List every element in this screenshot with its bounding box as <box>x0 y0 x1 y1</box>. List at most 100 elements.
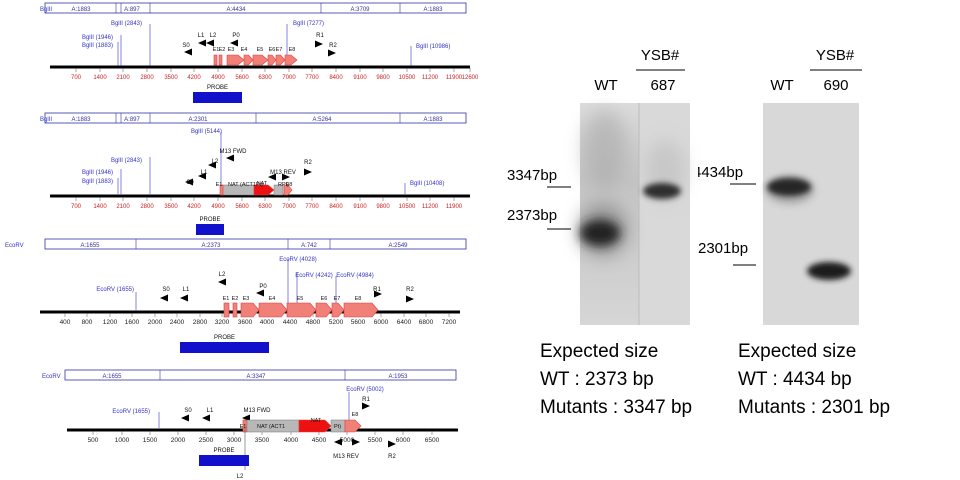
exon-4 <box>258 302 288 318</box>
axis-tick-label: 7700 <box>305 204 319 210</box>
primer-label: L2 <box>210 33 217 39</box>
axis-tick-label: 5600 <box>235 204 249 210</box>
primer-label: L2 <box>212 159 219 165</box>
axis-tick-label: 3600 <box>238 319 253 326</box>
expected-size-2: Expected size WT : 4434 bp Mutants : 230… <box>738 338 890 422</box>
p-r1-primer-arrow <box>315 40 323 48</box>
restriction-site-label: BglII (1883) <box>82 43 113 49</box>
fragment-label: A:1883 <box>71 7 91 13</box>
restriction-site-label: EcoRV (4984) <box>336 273 374 279</box>
fragment-label: A:1953 <box>388 374 408 380</box>
exon-label: E1 <box>216 182 223 188</box>
exon-8 <box>283 184 293 196</box>
expected-2-mutants: Mutants : 2301 bp <box>738 397 891 418</box>
axis-tick-label: 7200 <box>442 319 457 326</box>
blot2-band-690 <box>807 262 851 280</box>
exon-label: E1 <box>213 47 220 53</box>
axis-tick-label: 3500 <box>164 204 178 210</box>
expected-1-mutants: Mutants : 3347 bp <box>540 397 693 418</box>
exon-label: E1 <box>240 424 247 430</box>
axis-tick-label: 7700 <box>305 75 319 81</box>
axis-tick-label: 6300 <box>258 204 272 210</box>
exon-label: E6 <box>321 296 328 302</box>
p-s0-primer-arrow <box>185 178 193 186</box>
primer-label: P0 <box>259 284 267 290</box>
axis-tick-label: 1500 <box>143 437 158 444</box>
expected-2-title: Expected size <box>738 341 857 362</box>
restriction-site-label: EcoRV (5002) <box>346 387 384 393</box>
primer-label: P0 <box>232 33 240 39</box>
nat-label: NAT (ACT1Pt) <box>228 182 263 188</box>
fragment-label: A:2373 <box>201 243 221 249</box>
exon-label: E7 <box>276 47 283 53</box>
fragment-label: A:2301 <box>188 117 208 123</box>
axis-tick-label: 3000 <box>227 437 242 444</box>
exon-6 <box>315 302 333 318</box>
exon-label: E2 <box>232 296 239 302</box>
fragment-bar <box>44 2 467 14</box>
exon-label: E1 <box>223 296 230 302</box>
exon-7 <box>331 302 345 318</box>
blot1-group-label: YSB# <box>641 47 680 64</box>
axis-tick-label: 9800 <box>376 75 390 81</box>
restriction-site-label: BglII (1946) <box>82 170 113 176</box>
probe-label: PROBE <box>214 335 235 341</box>
exon-8 <box>343 302 379 318</box>
blot2-group-label: YSB# <box>816 47 855 64</box>
primer-label: R1 <box>373 287 381 293</box>
probe-bar <box>199 455 249 466</box>
axis-tick-label: 3200 <box>215 319 230 326</box>
restriction-site-label: BglII (10408) <box>410 181 444 187</box>
primer-label: L1 <box>201 170 208 176</box>
exon-3 <box>240 302 260 318</box>
restriction-site-label: EcoRV (1655) <box>112 409 150 415</box>
primer-label: L1 <box>183 287 190 293</box>
p-r2-primer-arrow <box>406 295 414 303</box>
restriction-site-label: BglII (2843) <box>111 158 142 164</box>
axis-tick-label: 5000 <box>340 437 355 444</box>
exon-label: E8 <box>289 47 296 53</box>
exon-1 <box>213 54 218 66</box>
p-l2-primer-arrow <box>208 161 216 169</box>
exon-2 <box>218 54 223 66</box>
axis-tick-label: 3500 <box>164 75 178 81</box>
axis-tick-label: 1400 <box>93 204 107 210</box>
exon-2 <box>232 302 238 318</box>
p-r2-primer-arrow <box>304 168 312 176</box>
blot2-gel <box>763 103 859 325</box>
restriction-site-label: BglII (1883) <box>82 179 113 185</box>
exon-4 <box>243 54 254 66</box>
primer-label: S0 <box>162 287 170 293</box>
enzyme-label: EcoRV <box>5 243 24 249</box>
expected-1-title: Expected size <box>540 341 659 362</box>
fragment-label: A:897 <box>124 7 140 13</box>
primer-label: M13 FWD <box>244 408 272 414</box>
fragment-label: A:3347 <box>246 374 266 380</box>
blot2-marker-4434: 4434bp <box>698 164 743 181</box>
primer-label: L2 <box>219 272 226 278</box>
exon-8 <box>284 54 298 66</box>
axis-tick-label: 1600 <box>125 319 140 326</box>
axis-tick-label: 1200 <box>103 319 118 326</box>
axis-tick-label: 9100 <box>353 204 367 210</box>
axis-tick-label: 2400 <box>170 319 185 326</box>
exon-label: E3 <box>228 47 235 53</box>
map-ecorv-wt: A:1655 A:2373 A:742 A:2549 EcoRV 400 800 1200 16… <box>5 238 467 353</box>
fragment-label: A:1883 <box>423 7 443 13</box>
axis-tick-label: 4200 <box>187 204 201 210</box>
p-m13r-primer-arrow <box>334 438 342 446</box>
axis-tick-label: 500 <box>88 437 99 444</box>
axis-tick-label: 4500 <box>312 437 327 444</box>
fragment-label: A:3709 <box>350 7 370 13</box>
blot2-lane-690: 690 <box>823 77 848 94</box>
blot2-marker-2301: 2301bp <box>698 240 748 257</box>
fragment-label: A:1655 <box>102 374 122 380</box>
axis-tick-label: 7000 <box>282 204 296 210</box>
fragment-label: A:2549 <box>388 243 408 249</box>
exon-8 <box>344 419 362 433</box>
p-r2-primer-arrow <box>388 440 396 448</box>
axis-tick-label: 10500 <box>399 75 416 81</box>
axis-tick-label: 8400 <box>329 75 343 81</box>
map-bglii-mutant: A:1883 A:897 A:2301 A:5264 A:1883 BglII 700 140… <box>40 112 470 235</box>
primer-label: R2 <box>329 43 337 49</box>
